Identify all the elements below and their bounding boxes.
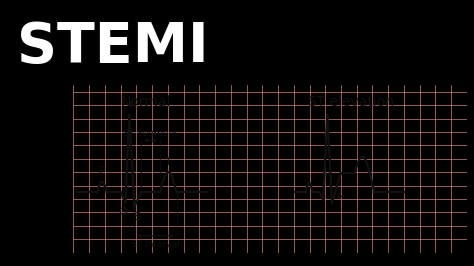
Text: ST elevation: ST elevation — [308, 95, 394, 109]
Text: STEMI: STEMI — [17, 20, 208, 74]
Text: Q: Q — [118, 207, 127, 217]
Text: Normal: Normal — [121, 95, 172, 109]
Text: R: R — [129, 101, 137, 111]
Text: P: P — [99, 166, 105, 176]
Text: ST Interval: ST Interval — [131, 240, 180, 249]
Text: T: T — [165, 157, 172, 167]
Text: S: S — [133, 212, 140, 222]
Text: ST Segment: ST Segment — [123, 129, 178, 138]
